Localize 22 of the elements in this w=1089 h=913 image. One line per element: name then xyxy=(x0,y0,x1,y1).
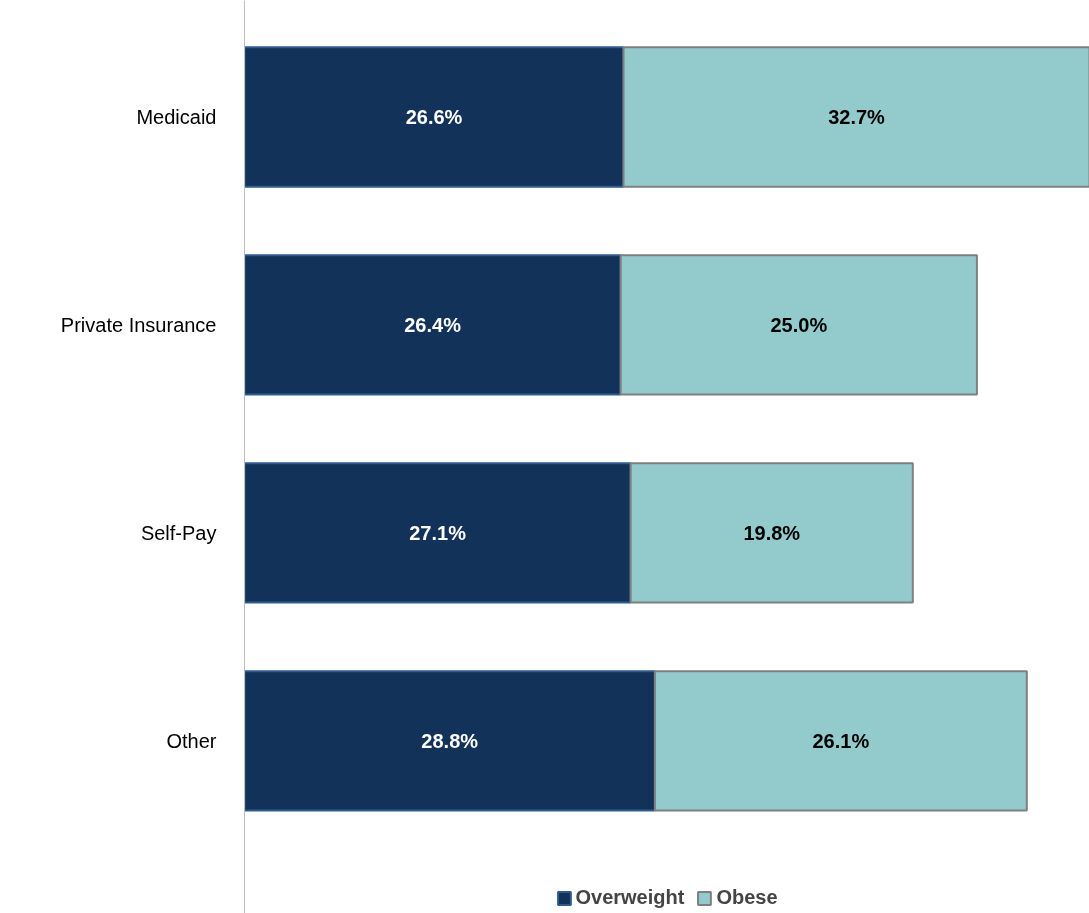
bar xyxy=(244,254,622,396)
y-tick-label: Private Insurance xyxy=(60,313,217,336)
data-label: 28.8% xyxy=(421,729,479,752)
bar xyxy=(629,462,914,604)
data-label: 26.6% xyxy=(405,105,463,128)
data-label: 26.1% xyxy=(812,729,870,752)
data-label: 25.0% xyxy=(770,313,828,336)
data-label: 26.4% xyxy=(404,313,462,336)
bar xyxy=(619,254,978,396)
legend-label: Overweight xyxy=(575,886,685,909)
data-label: 19.8% xyxy=(743,521,801,544)
bar xyxy=(653,670,1028,812)
legend-label: Obese xyxy=(716,886,778,909)
y-tick-label: Medicaid xyxy=(136,105,217,128)
bar xyxy=(622,46,1089,188)
bar xyxy=(244,46,625,188)
data-label: 27.1% xyxy=(409,521,467,544)
bar xyxy=(244,462,632,604)
bar xyxy=(244,670,656,812)
y-tick-label: Other xyxy=(166,729,217,752)
data-label: 32.7% xyxy=(828,105,886,128)
y-tick-label: Self-Pay xyxy=(140,521,217,544)
